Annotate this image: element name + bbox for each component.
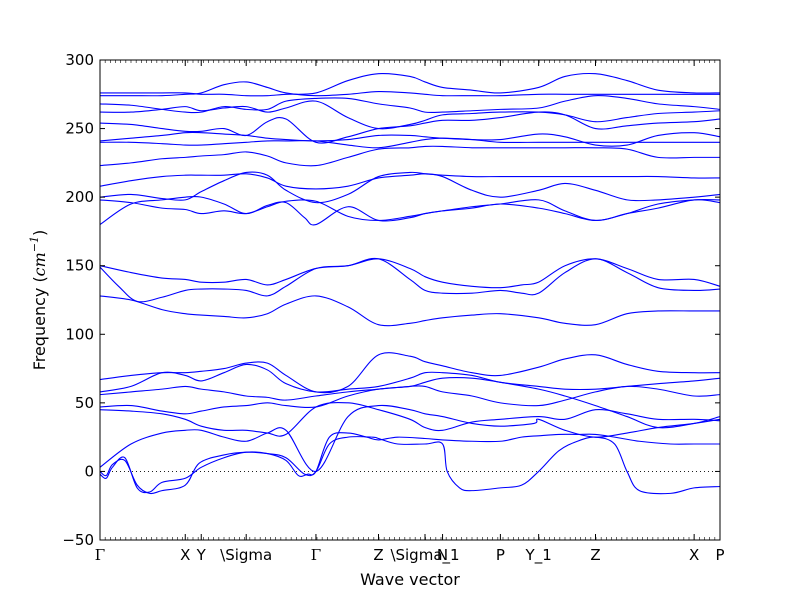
x-axis-ticks: Γ X Y \Sigma Γ Z \Sigma_1N P Y_1 Z X P [95, 60, 725, 565]
band-line-8 [100, 352, 720, 394]
band-line-13 [100, 199, 720, 222]
band-line-21 [100, 95, 720, 114]
band-line-2 [100, 436, 720, 495]
x-tick-label: P [715, 546, 724, 564]
band-line-4 [100, 402, 720, 437]
x-tick-label: Y_1 [525, 546, 552, 565]
band-line-7 [100, 363, 720, 393]
y-tick-label: 250 [65, 120, 94, 138]
y-axis-label-close: ) [30, 230, 49, 236]
x-tick-label: Z [373, 546, 383, 564]
y-axis-label-unit: cm [30, 252, 49, 276]
x-tick-label: \Sigma [220, 546, 272, 564]
y-tick-label: −50 [62, 531, 94, 549]
x-tick-label: X [689, 546, 699, 564]
y-tick-label: 200 [65, 188, 94, 206]
band-lines [100, 72, 720, 495]
band-line-6 [100, 385, 720, 407]
x-tick-label: P [496, 546, 505, 564]
x-axis-label: Wave vector [360, 570, 460, 589]
band-line-22 [100, 81, 720, 97]
band-line-16 [100, 145, 720, 167]
band-line-10 [100, 257, 720, 303]
band-line-5 [100, 377, 720, 429]
x-tick-label: Γ [95, 546, 105, 564]
band-line-17 [100, 137, 720, 149]
y-tick-label: 150 [65, 257, 94, 275]
band-line-3 [100, 404, 720, 472]
y-axis-label-exponent: −1 [28, 236, 41, 252]
band-line-15 [100, 173, 720, 190]
band-line-20 [100, 100, 720, 130]
y-axis-label: Frequency (cm−1) [28, 230, 49, 371]
plot-frame [99, 59, 721, 541]
band-line-18 [100, 131, 720, 147]
band-line-9 [100, 295, 720, 327]
x-tick-label: X [180, 546, 190, 564]
x-tick-label: Z [590, 546, 600, 564]
x-tick-label: N [437, 546, 448, 564]
y-axis-label-text: Frequency ( [30, 276, 49, 370]
y-tick-label: 50 [75, 394, 94, 412]
x-tick-label: Γ [311, 546, 321, 564]
x-tick-label: \Sigma_1 [390, 546, 459, 565]
y-tick-label: 0 [84, 462, 94, 480]
band-line-1 [100, 432, 720, 494]
band-line-23 [100, 72, 720, 97]
band-line-11 [100, 258, 720, 289]
y-tick-label: 300 [65, 51, 94, 69]
band-line-14 [100, 171, 720, 204]
y-axis-ticks: −50 0 50 100 150 200 250 300 [62, 51, 720, 549]
band-line-12 [100, 195, 720, 226]
y-tick-label: 100 [65, 325, 94, 343]
band-line-19 [100, 111, 720, 144]
x-tick-label: Y [196, 546, 207, 564]
